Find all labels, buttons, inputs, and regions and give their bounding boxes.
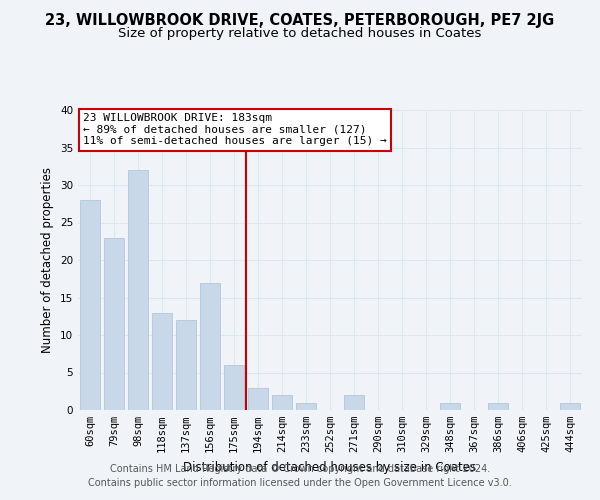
Y-axis label: Number of detached properties: Number of detached properties: [41, 167, 55, 353]
Bar: [200, 282, 220, 410]
Bar: [488, 402, 508, 410]
Text: Size of property relative to detached houses in Coates: Size of property relative to detached ho…: [118, 28, 482, 40]
Bar: [128, 170, 148, 410]
Text: Contains HM Land Registry data © Crown copyright and database right 2024.
Contai: Contains HM Land Registry data © Crown c…: [88, 464, 512, 487]
Text: 23, WILLOWBROOK DRIVE, COATES, PETERBOROUGH, PE7 2JG: 23, WILLOWBROOK DRIVE, COATES, PETERBORO…: [46, 12, 554, 28]
Bar: [560, 402, 580, 410]
Bar: [248, 388, 268, 410]
Bar: [80, 200, 100, 410]
Bar: [344, 395, 364, 410]
Bar: [440, 402, 460, 410]
Bar: [272, 395, 292, 410]
Bar: [152, 312, 172, 410]
Bar: [296, 402, 316, 410]
X-axis label: Distribution of detached houses by size in Coates: Distribution of detached houses by size …: [184, 460, 476, 473]
Bar: [104, 238, 124, 410]
Bar: [176, 320, 196, 410]
Bar: [224, 365, 244, 410]
Text: 23 WILLOWBROOK DRIVE: 183sqm
← 89% of detached houses are smaller (127)
11% of s: 23 WILLOWBROOK DRIVE: 183sqm ← 89% of de…: [83, 113, 387, 146]
